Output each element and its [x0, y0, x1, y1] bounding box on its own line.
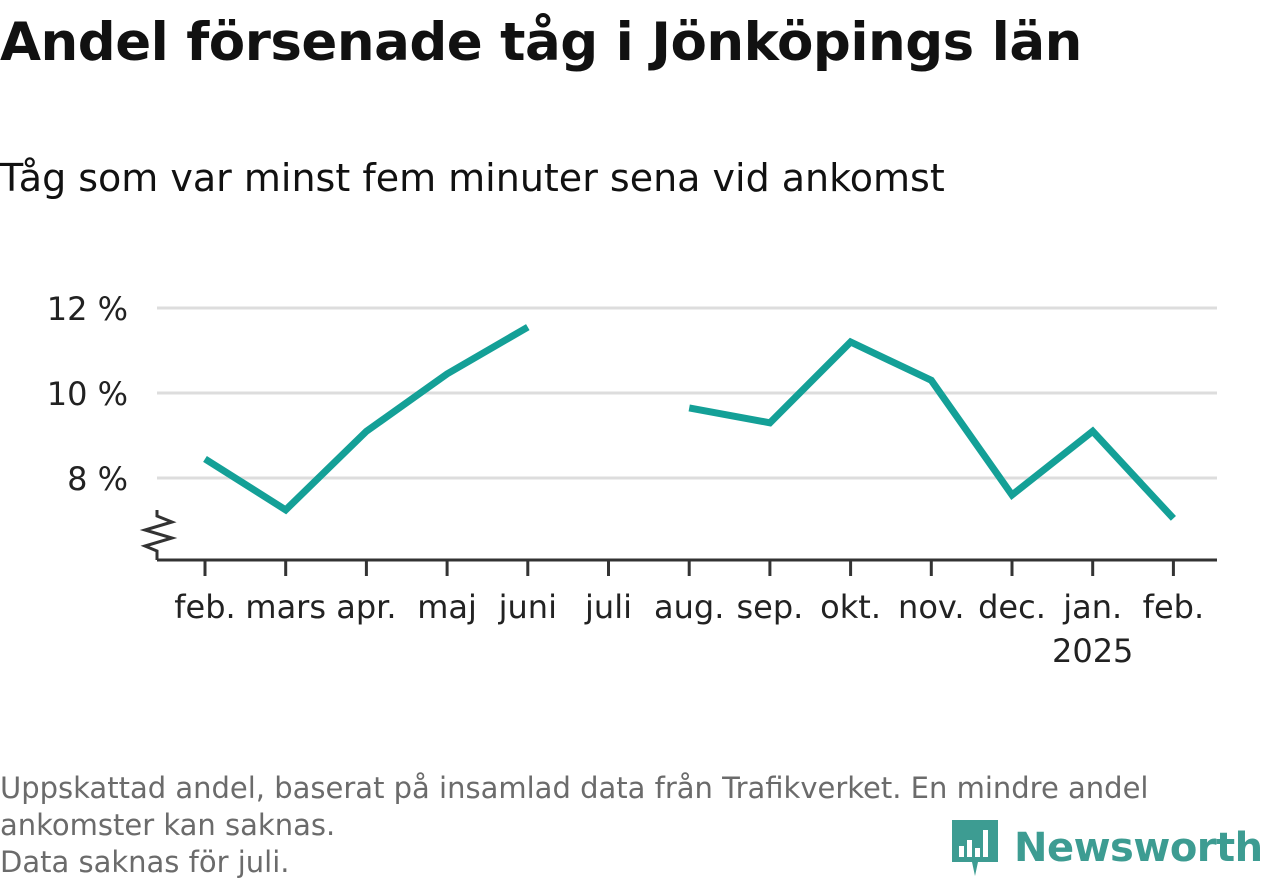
series-line-segment-1 [688, 337, 1176, 521]
x-tick-label-5: juli [584, 588, 632, 626]
footnote-line-1: Uppskattad andel, baserat på insamlad da… [0, 771, 1149, 805]
chart-title: Andel försenade tåg i Jönköpings län [0, 12, 1082, 73]
x-tick-label-1: mars [245, 588, 326, 626]
x-tick-label-7: sep. [736, 588, 803, 626]
x-tick-label-3: maj [417, 588, 477, 626]
footnote-line-3: Data saknas för juli. [0, 845, 290, 879]
x-tick-label-6: aug. [654, 588, 724, 626]
tick-labels: 8 % 10 % 12 % feb. mars apr. maj juni juli aug. se… [47, 290, 1204, 670]
x-tick-label-10: dec. [978, 588, 1046, 626]
x-tick-label-0: feb. [174, 588, 235, 626]
x-tick-label-4: juni [498, 588, 557, 626]
y-tick-label-8: 8 % [67, 460, 128, 498]
footnote-line-2: ankomster kan saknas. [0, 808, 336, 842]
axis-break-icon [139, 510, 178, 560]
newsworthy-logo: Newsworthy [950, 818, 1262, 878]
logo-text: Newsworthy [1014, 825, 1262, 871]
footnote: Uppskattad andel, baserat på insamlad da… [0, 770, 1250, 881]
chart-subtitle: Tåg som var minst fem minuter sena vid a… [0, 156, 945, 200]
series [203, 324, 1176, 521]
bar-chart-pin-icon [952, 820, 998, 876]
x-tick-label-2: apr. [336, 588, 396, 626]
x-tick-label-8: okt. [820, 588, 881, 626]
x-tick-label-11: jan. [1062, 588, 1122, 626]
series-line-segment-0 [203, 324, 530, 515]
gridlines [157, 306, 1217, 480]
axes [139, 510, 1217, 576]
x-year-label: 2025 [1052, 632, 1133, 670]
line-chart: 8 % 10 % 12 % feb. mars apr. maj juni juli aug. se… [47, 290, 1217, 670]
y-tick-label-12: 12 % [47, 290, 128, 328]
x-tick-label-12: feb. [1143, 588, 1204, 626]
x-tick-label-9: nov. [898, 588, 964, 626]
y-tick-label-10: 10 % [47, 375, 128, 413]
